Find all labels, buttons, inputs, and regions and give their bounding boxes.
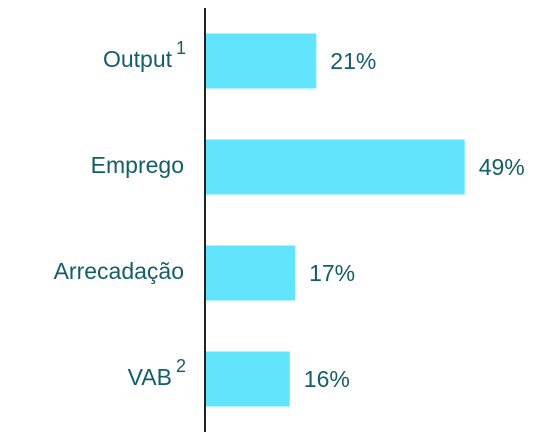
category-label: Arrecadação (54, 258, 184, 284)
category-label: VAB (128, 364, 172, 390)
category-note: 2 (176, 356, 186, 376)
bar (205, 351, 290, 407)
category-note: 1 (176, 38, 186, 58)
value-label: 17% (309, 260, 355, 286)
bar (205, 139, 465, 195)
category-label: Output (103, 46, 173, 72)
value-label: 49% (479, 154, 525, 180)
bar (205, 245, 296, 301)
value-label: 16% (304, 366, 350, 392)
category-label: Emprego (91, 152, 184, 178)
value-label: 21% (330, 48, 376, 74)
bar (205, 33, 317, 89)
